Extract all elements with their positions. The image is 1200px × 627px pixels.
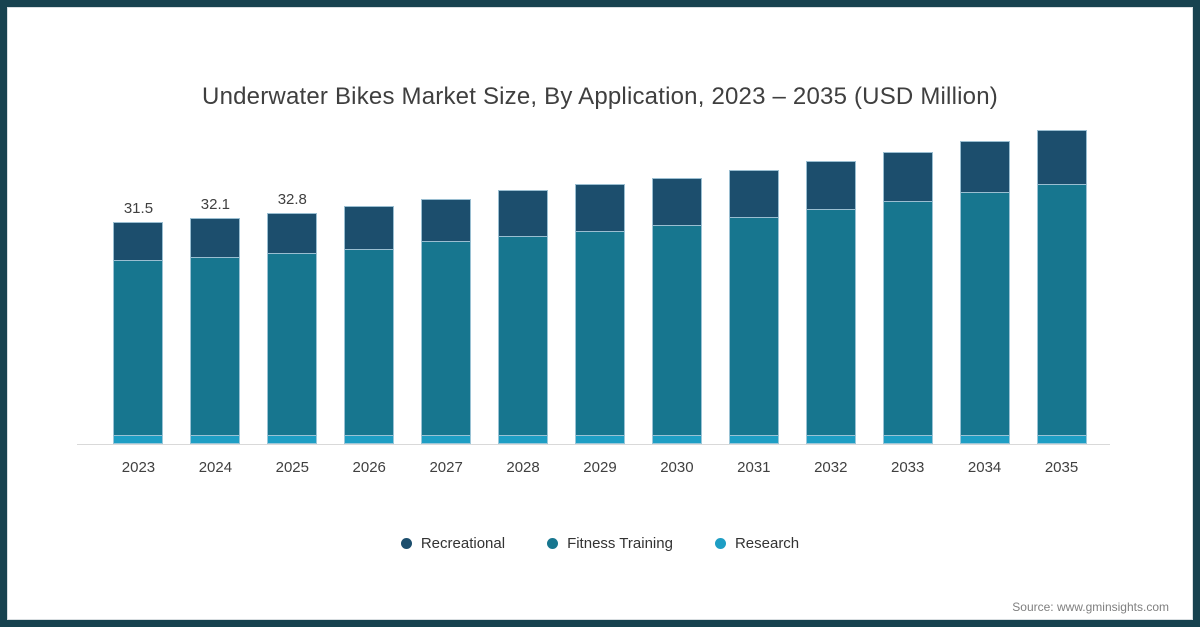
segment-recreational-2026 — [344, 206, 395, 251]
bar-2035 — [1036, 124, 1087, 444]
source-text: Source: www.gminsights.com — [1012, 600, 1169, 614]
bar-2031 — [728, 124, 779, 444]
segment-research-2030 — [651, 436, 702, 444]
bar-2026 — [344, 124, 395, 444]
segment-fitness-training-2031 — [728, 217, 779, 437]
segment-research-2028 — [498, 436, 549, 444]
x-axis-labels: 2023 2024 2025 2026 2027 2028 2029 2030 2031 2032… — [100, 459, 1100, 476]
segment-research-2023 — [113, 436, 164, 444]
segment-research-2026 — [344, 436, 395, 444]
x-tick-label-2027: 2027 — [429, 459, 463, 476]
segment-recreational-2025 — [267, 212, 318, 254]
bar-2024: 32.1 — [190, 124, 241, 444]
segment-recreational-2023 — [113, 221, 164, 262]
segment-recreational-2033 — [882, 151, 933, 203]
x-axis-line — [77, 444, 1110, 445]
x-tick-label-2030: 2030 — [660, 459, 694, 476]
bar-2023: 31.5 — [113, 124, 164, 444]
segment-fitness-training-2035 — [1036, 184, 1087, 437]
legend-label-recreational: Recreational — [420, 535, 506, 552]
x-tick-label-2026: 2026 — [352, 459, 386, 476]
x-tick-label-2028: 2028 — [506, 459, 540, 476]
segment-research-2035 — [1036, 436, 1087, 444]
segment-research-2032 — [805, 436, 856, 444]
segment-recreational-2024 — [190, 217, 241, 258]
segment-research-2033 — [882, 436, 933, 444]
legend-label-research: Research — [734, 535, 800, 552]
segment-fitness-training-2025 — [267, 253, 318, 437]
segment-fitness-training-2034 — [959, 193, 1010, 437]
legend-dot-icon-research — [714, 538, 726, 549]
x-tick-label-2025: 2025 — [275, 459, 309, 476]
legend-item-recreational: Recreational — [400, 535, 506, 552]
segment-research-2024 — [190, 436, 241, 444]
x-tick-label-2032: 2032 — [814, 459, 848, 476]
segment-recreational-2035 — [1036, 130, 1087, 185]
legend-dot-icon-fitness-training — [547, 538, 559, 549]
segment-fitness-training-2023 — [113, 261, 164, 437]
bar-2030 — [651, 124, 702, 444]
bar-2025: 32.8 — [267, 124, 318, 444]
bar-value-label-2023: 31.5 — [123, 199, 154, 217]
bar-2034 — [959, 124, 1010, 444]
bar-2028 — [498, 124, 549, 444]
bar-2027 — [421, 124, 472, 444]
segment-research-2034 — [959, 436, 1010, 444]
legend: Recreational Fitness Training Research — [7, 535, 1193, 552]
segment-research-2025 — [267, 436, 318, 444]
plot-area: 31.5 32.1 32.8 — [77, 124, 1110, 445]
segment-fitness-training-2027 — [421, 242, 472, 437]
legend-label-fitness-training: Fitness Training — [567, 535, 673, 552]
legend-item-fitness-training: Fitness Training — [547, 535, 673, 552]
segment-recreational-2030 — [651, 178, 702, 226]
segment-recreational-2029 — [574, 183, 625, 232]
bar-2033 — [882, 124, 933, 444]
segment-recreational-2031 — [728, 169, 779, 218]
x-tick-label-2035: 2035 — [1044, 459, 1079, 476]
x-tick-label-2029: 2029 — [583, 459, 617, 476]
segment-research-2027 — [421, 436, 472, 444]
segment-fitness-training-2024 — [190, 257, 241, 437]
chart-title: Underwater Bikes Market Size, By Applica… — [202, 83, 998, 110]
bar-value-label-2024: 32.1 — [200, 195, 230, 213]
x-tick-label-2034: 2034 — [967, 459, 1002, 476]
segment-fitness-training-2030 — [651, 225, 702, 437]
segment-fitness-training-2032 — [805, 210, 856, 437]
segment-research-2031 — [728, 436, 779, 444]
bars-container: 31.5 32.1 32.8 — [100, 124, 1100, 444]
segment-fitness-training-2029 — [574, 231, 625, 437]
segment-recreational-2028 — [498, 190, 549, 238]
segment-fitness-training-2026 — [344, 250, 395, 437]
bar-2029 — [574, 124, 625, 444]
legend-item-research: Research — [714, 535, 800, 552]
x-tick-label-2023: 2023 — [121, 459, 156, 476]
x-tick-label-2033: 2033 — [890, 459, 925, 476]
segment-recreational-2034 — [959, 140, 1010, 194]
legend-dot-icon-recreational — [400, 538, 412, 549]
segment-fitness-training-2033 — [882, 202, 933, 437]
segment-recreational-2027 — [421, 198, 472, 243]
segment-fitness-training-2028 — [498, 237, 549, 437]
segment-research-2029 — [574, 436, 625, 444]
x-tick-label-2024: 2024 — [198, 459, 233, 476]
segment-recreational-2032 — [805, 160, 856, 210]
x-tick-label-2031: 2031 — [737, 459, 771, 476]
bar-2032 — [805, 124, 856, 444]
bar-value-label-2025: 32.8 — [277, 190, 307, 208]
